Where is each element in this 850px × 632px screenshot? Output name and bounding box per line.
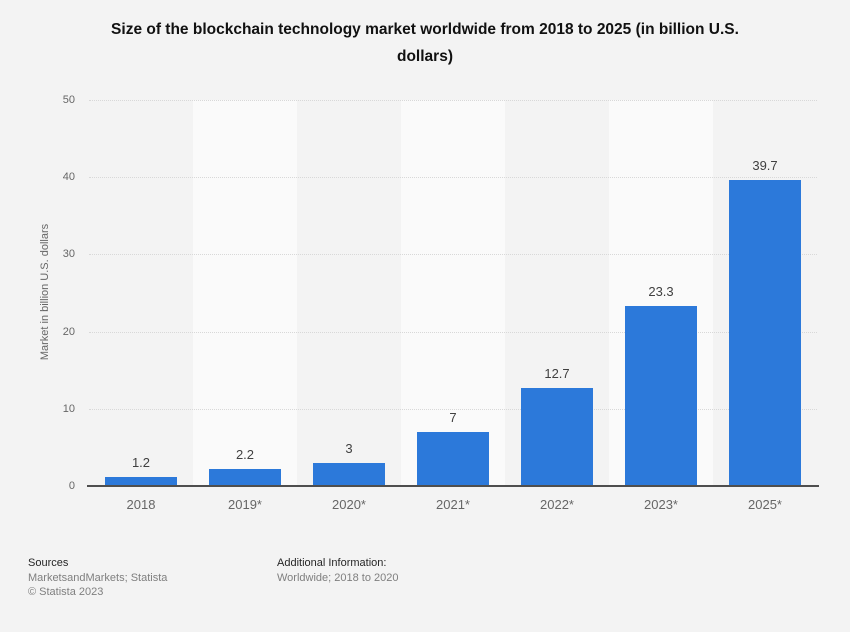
y-tick-label-20: 20 <box>62 325 75 338</box>
chart-title: Size of the blockchain technology market… <box>60 16 790 70</box>
x-axis-line <box>87 485 819 487</box>
plot-area: 1.2 2.2 3 7 12.7 23.3 39.7 <box>89 100 817 486</box>
gridline-y-10 <box>89 408 817 410</box>
gridline-y-50 <box>89 100 817 101</box>
x-tick-label-2023*: 2023* <box>644 497 678 512</box>
additional-information-line: Worldwide; 2018 to 2020 <box>277 571 399 584</box>
column-band-2021* <box>401 100 505 486</box>
chart-title-line-2: dollars) <box>397 48 453 65</box>
y-tick-label-50: 50 <box>62 94 75 106</box>
y-axis-title: Market in billion U.S. dollars <box>39 223 51 361</box>
copyright-line: © Statista 2023 <box>28 586 104 598</box>
additional-information-heading: Additional Information: <box>277 557 387 569</box>
bar-2022*[interactable] <box>521 388 593 486</box>
x-tick-label-2025*: 2025* <box>748 497 782 512</box>
footer-additional-block: Additional Information: Worldwide; 2018 … <box>277 556 399 585</box>
x-tick-label-2019*: 2019* <box>228 497 262 512</box>
value-label-2019*: 2.2 <box>235 447 255 462</box>
bar-2020*[interactable] <box>313 463 385 486</box>
y-tick-label-0: 0 <box>68 480 75 492</box>
sources-heading: Sources <box>28 557 69 569</box>
value-label-2018: 1.2 <box>131 455 151 470</box>
bar-2018[interactable] <box>105 477 177 486</box>
y-tick-label-30: 30 <box>62 248 75 261</box>
column-band-2020* <box>297 100 401 486</box>
value-label-2022*: 12.7 <box>544 366 570 381</box>
chart-title-line-1: Size of the blockchain technology market… <box>111 21 739 38</box>
gridline-y-20 <box>89 331 817 333</box>
value-label-2025*: 39.7 <box>752 158 778 173</box>
gridline-y-40 <box>89 177 817 179</box>
gridline-y-30 <box>89 254 817 256</box>
bar-2019*[interactable] <box>209 469 281 486</box>
value-label-2023*: 23.3 <box>648 284 674 299</box>
column-band-2019* <box>193 100 297 486</box>
x-tick-label-2018: 2018 <box>126 497 156 512</box>
footer-sources-block: Sources MarketsandMarkets; Statista © St… <box>28 556 167 600</box>
value-label-2020*: 3 <box>345 441 353 456</box>
y-tick-label-40: 40 <box>62 171 75 184</box>
bar-2023*[interactable] <box>625 306 697 486</box>
bar-2025*[interactable] <box>729 180 801 486</box>
column-band-2018 <box>89 100 193 486</box>
value-label-2021*: 7 <box>449 410 457 425</box>
x-tick-label-2022*: 2022* <box>540 497 574 512</box>
x-tick-label-2021*: 2021* <box>436 497 470 512</box>
y-tick-label-10: 10 <box>62 402 75 415</box>
bar-2021*[interactable] <box>417 432 489 486</box>
x-tick-label-2020*: 2020* <box>332 497 366 512</box>
sources-line: MarketsandMarkets; Statista <box>28 571 168 584</box>
